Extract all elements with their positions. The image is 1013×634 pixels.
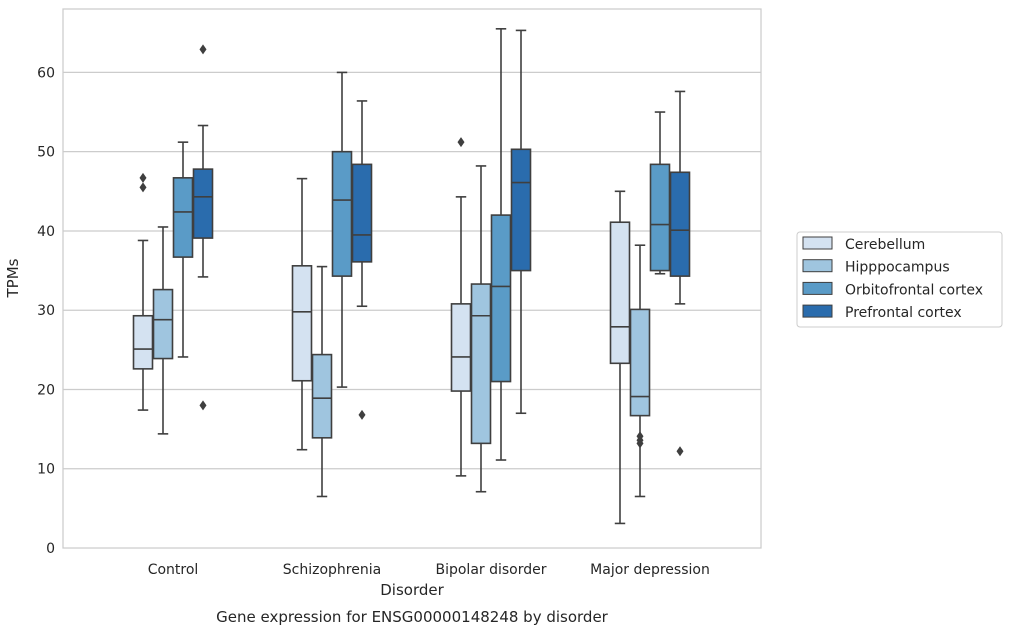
box-iqr [291, 265, 313, 382]
box-hipppocampus [470, 165, 492, 493]
outlier-point [199, 400, 207, 411]
x-axis-label: Disorder [380, 581, 444, 599]
y-tick-label: 60 [37, 65, 55, 81]
box-cerebellum [450, 137, 472, 477]
x-tick-label: Schizophrenia [283, 562, 381, 578]
legend-swatch [802, 304, 833, 318]
x-axis-ticks: Control Schizophrenia Bipolar disorder Majo… [148, 562, 710, 578]
box-cerebellum [609, 190, 631, 525]
x-tick-label: Major depression [590, 562, 710, 578]
chart-title: Gene expression for ENSG00000148248 by d… [216, 608, 609, 626]
y-axis-ticks: 0 10 20 30 40 50 60 [37, 65, 55, 557]
legend-label: Hipppocampus [845, 260, 950, 276]
box-cerebellum [132, 172, 154, 411]
legend-swatch [802, 259, 833, 273]
box-iqr [510, 148, 532, 272]
box-orbitofrontal-cortex [649, 111, 671, 275]
box-iqr [669, 171, 691, 277]
plot-area-frame [62, 8, 762, 549]
box-iqr [152, 288, 174, 360]
outlier-point [139, 182, 147, 193]
box-iqr [470, 283, 492, 445]
y-tick-label: 20 [37, 382, 55, 398]
box-orbitofrontal-cortex [490, 28, 512, 461]
legend-frame [796, 231, 1003, 328]
y-tick-label: 50 [37, 145, 55, 161]
y-tick-label: 30 [37, 303, 55, 319]
box-iqr [331, 150, 353, 277]
x-tick-label: Bipolar disorder [435, 562, 546, 578]
box-iqr [609, 221, 631, 365]
outlier-point [139, 172, 147, 183]
box-iqr [490, 214, 512, 383]
box-iqr [132, 314, 154, 370]
box-prefrontal-cortex [669, 90, 691, 457]
y-axis-label: TPMs [4, 258, 22, 298]
legend-swatch [802, 281, 833, 295]
legend-swatch [802, 236, 833, 250]
x-tick-label: Control [148, 562, 199, 578]
y-tick-label: 10 [37, 462, 55, 478]
box-cerebellum [291, 177, 313, 451]
box-iqr [351, 163, 373, 263]
box-hipppocampus [311, 265, 333, 498]
outlier-point [358, 409, 366, 420]
legend: Cerebellum Hipppocampus Orbitofrontal cort… [796, 231, 1003, 328]
box-orbitofrontal-cortex [172, 141, 194, 358]
outlier-point [457, 137, 465, 148]
box-iqr [649, 163, 671, 272]
boxes [132, 28, 691, 525]
y-tick-label: 40 [37, 224, 55, 240]
box-orbitofrontal-cortex [331, 71, 353, 388]
box-prefrontal-cortex [351, 100, 373, 420]
box-iqr [629, 308, 651, 417]
legend-label: Prefrontal cortex [845, 305, 962, 321]
box-hipppocampus [152, 226, 174, 435]
box-iqr [450, 303, 472, 392]
y-tick-label: 0 [46, 541, 55, 557]
box-hipppocampus [629, 244, 651, 498]
outlier-point [199, 44, 207, 55]
box-iqr [311, 353, 333, 439]
legend-label: Cerebellum [845, 237, 925, 253]
outlier-point [676, 446, 684, 457]
outlier-point [636, 431, 644, 442]
box-prefrontal-cortex [192, 44, 214, 411]
box-iqr [172, 177, 194, 258]
box-iqr [192, 168, 214, 239]
legend-label: Orbitofrontal cortex [845, 282, 983, 298]
box-prefrontal-cortex [510, 29, 532, 415]
